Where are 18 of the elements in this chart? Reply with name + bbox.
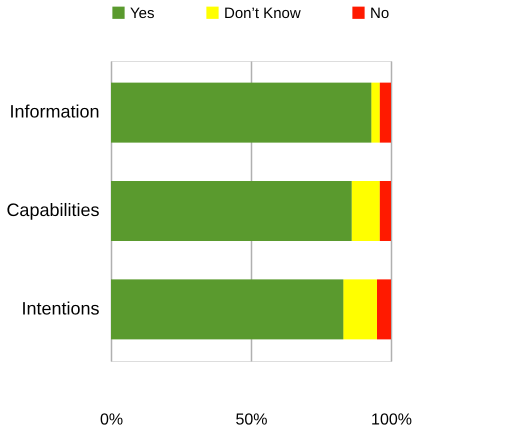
bar [380, 181, 391, 241]
y-tick-label: Capabilities [6, 200, 100, 220]
legend-label: No [370, 4, 390, 22]
bar [377, 279, 391, 340]
bar [380, 82, 391, 143]
legend-label: Yes [130, 4, 154, 22]
x-tick-label: 0% [100, 412, 124, 428]
bar [111, 279, 344, 340]
bar [343, 279, 377, 340]
bar [111, 82, 372, 143]
x-tick-label: 100% [371, 412, 412, 428]
y-tick-label: Intentions [21, 298, 100, 318]
bar [352, 181, 380, 241]
legend-label: Don’t Know [224, 4, 301, 22]
bar [111, 181, 352, 241]
y-tick-label: Information [9, 102, 100, 122]
bar [371, 82, 380, 143]
x-tick-label: 50% [235, 412, 268, 428]
